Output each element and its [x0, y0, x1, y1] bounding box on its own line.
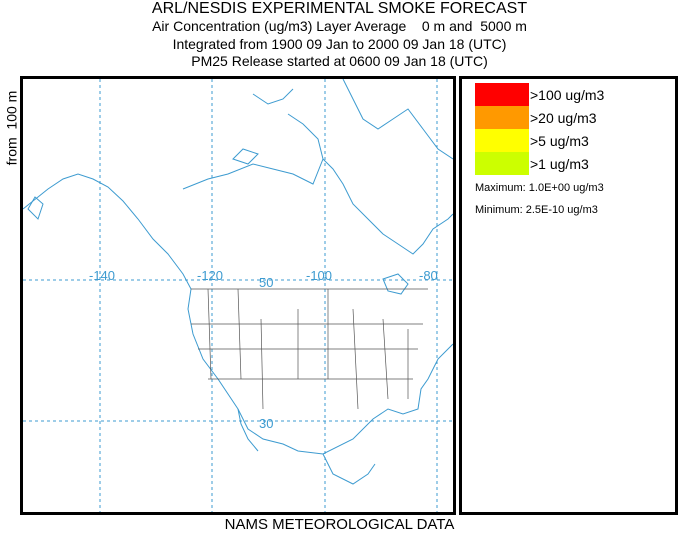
legend-label-20: >20 ug/m3 — [530, 110, 597, 126]
legend-swatch-5 — [475, 129, 529, 152]
map-svg — [23, 79, 453, 512]
lon-label-120: -120 — [197, 268, 224, 283]
legend-panel: >100 ug/m3 >20 ug/m3 >5 ug/m3 >1 ug/m3 M… — [459, 76, 678, 515]
maximum-value: Maximum: 1.0E+00 ug/m3 — [475, 182, 604, 194]
lon-label-140: -140 — [89, 268, 116, 283]
state-borders — [191, 288, 428, 410]
coastlines — [23, 79, 453, 485]
lon-label-100: -100 — [306, 268, 333, 283]
legend-swatch-1 — [475, 152, 529, 175]
legend-swatch-100 — [475, 83, 529, 106]
legend-label-100: >100 ug/m3 — [530, 87, 605, 103]
height-label: from 100 m — [3, 90, 20, 166]
legend-swatch-20 — [475, 106, 529, 129]
lat-label-30: 30 — [259, 416, 274, 431]
met-data-label: NAMS METEOROLOGICAL DATA — [224, 516, 455, 533]
legend-label-5: >5 ug/m3 — [530, 133, 589, 149]
chart-title: ARL/NESDIS EXPERIMENTAL SMOKE FORECAST — [151, 0, 528, 17]
subtitle-layer: Air Concentration (ug/m3) Layer Average … — [152, 18, 527, 34]
map-panel: -140 -120 -100 -80 50 30 — [20, 76, 456, 515]
subtitle-integration: Integrated from 1900 09 Jan to 2000 09 J… — [172, 36, 507, 52]
legend-label-1: >1 ug/m3 — [530, 156, 589, 172]
graticule — [23, 79, 453, 512]
subtitle-release: PM25 Release started at 0600 09 Jan 18 (… — [191, 53, 488, 69]
minimum-value: Minimum: 2.5E-10 ug/m3 — [475, 204, 598, 216]
lon-label-80: -80 — [419, 268, 438, 283]
lat-label-50: 50 — [259, 275, 274, 290]
